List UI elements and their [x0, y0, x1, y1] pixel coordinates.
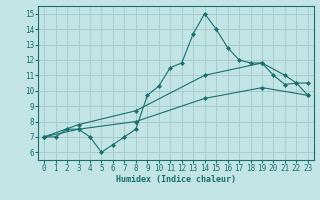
X-axis label: Humidex (Indice chaleur): Humidex (Indice chaleur)	[116, 175, 236, 184]
